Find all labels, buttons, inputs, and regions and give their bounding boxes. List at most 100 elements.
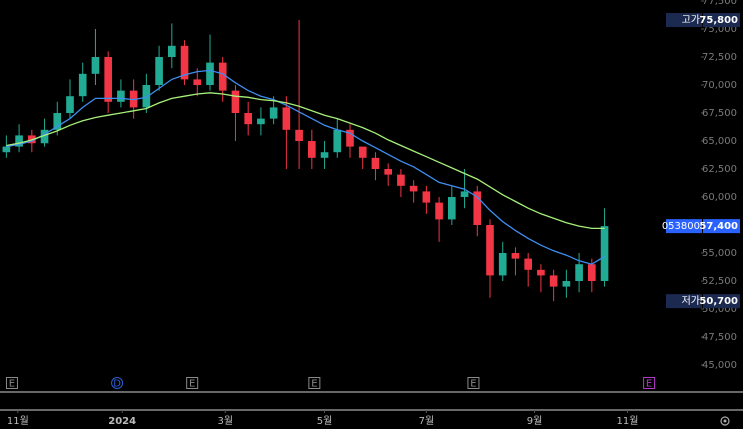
candle-body — [600, 226, 609, 282]
y-tick-label: 50,000 — [702, 304, 737, 315]
y-tick-label: 77,500 — [702, 0, 737, 7]
candle-body — [448, 197, 456, 220]
marker: 😀 — [485, 313, 495, 324]
candle-body — [371, 157, 380, 170]
event-label: E — [189, 379, 195, 390]
event-label: D — [113, 379, 121, 390]
candle-body — [397, 174, 405, 186]
y-tick-label: 65,000 — [702, 136, 737, 147]
y-tick-label: 60,000 — [702, 192, 737, 203]
settings-ring — [720, 416, 730, 426]
price-label-value: 75,800 — [699, 15, 738, 26]
candle-body — [308, 141, 316, 158]
event-box — [111, 377, 124, 389]
candle-body — [384, 169, 392, 175]
y-tick-label: 70,000 — [702, 80, 737, 91]
candle-body — [91, 57, 100, 74]
price-label-value-box — [703, 294, 740, 309]
candle-body — [422, 191, 431, 203]
candle-body — [40, 129, 49, 144]
event-box — [467, 377, 480, 389]
candle-body — [180, 45, 189, 80]
x-tick-label: 11월 — [7, 415, 29, 427]
x-tick-label: 5월 — [317, 415, 333, 427]
y-tick-label: 47,500 — [702, 332, 737, 343]
candle-body — [562, 281, 571, 287]
candle-body — [244, 113, 252, 125]
candle-body — [218, 62, 227, 91]
candle-body — [498, 253, 507, 276]
moving-average-line — [6, 69, 605, 265]
candle-body — [282, 107, 291, 130]
candle-body — [15, 135, 23, 147]
candle-body — [486, 225, 494, 276]
y-tick-label: 72,500 — [702, 52, 737, 63]
event-label: E — [646, 379, 652, 390]
price-label: 고가 75,800 — [666, 13, 740, 28]
candle-body — [142, 85, 151, 108]
x-tick-label: 9월 — [527, 415, 543, 427]
y-tick-label: 55,000 — [702, 248, 737, 259]
price-label-value: 50,700 — [699, 296, 738, 307]
candle-body — [460, 191, 469, 198]
price-label-name: 고가 — [682, 14, 700, 26]
x-tick-label: 11월 — [616, 415, 638, 427]
candle-body — [524, 258, 532, 270]
candle-body — [104, 57, 112, 102]
event-label: E — [311, 379, 317, 390]
candle-body — [78, 73, 87, 97]
price-label-name-box — [666, 13, 702, 28]
candle-body — [409, 185, 418, 192]
y-tick-label: 45,000 — [702, 360, 737, 371]
candle-body — [549, 275, 558, 287]
price-label: 053800 57,400 — [662, 219, 740, 234]
candle-body — [231, 90, 240, 114]
marker: 😀 — [548, 316, 558, 327]
x-tick-label: 2024 — [108, 416, 136, 427]
price-label-value-box — [703, 219, 740, 234]
event-box — [643, 377, 656, 389]
candle-body — [53, 113, 62, 130]
candle-body — [511, 253, 520, 259]
x-tick-label: 3월 — [217, 415, 233, 427]
event-box — [308, 377, 321, 389]
candle-body — [346, 129, 354, 147]
y-tick-label: 67,500 — [702, 108, 737, 119]
price-label-value: 57,400 — [699, 221, 738, 232]
price-label-name-box — [666, 219, 702, 234]
moving-average-line — [6, 92, 605, 230]
candle-body — [168, 45, 176, 58]
candle-body — [537, 269, 545, 276]
candle-body — [575, 264, 583, 282]
y-tick-label: 75,000 — [702, 24, 737, 35]
marker: 😀 — [599, 302, 609, 313]
candle-body — [155, 57, 163, 86]
settings-dot — [723, 419, 727, 423]
event-label: E — [470, 379, 476, 390]
candle-body — [295, 129, 303, 142]
candle-body — [193, 79, 202, 86]
y-tick-label: 62,500 — [702, 164, 737, 175]
event-box — [186, 377, 199, 389]
candle-body — [257, 118, 265, 125]
candle-body — [2, 146, 11, 153]
candle-body — [117, 90, 125, 102]
candle-body — [473, 191, 482, 226]
event-box — [5, 377, 18, 389]
settings-icon[interactable] — [720, 416, 730, 426]
candle-body — [66, 96, 74, 114]
price-label-value-box — [703, 13, 740, 28]
candle-body — [320, 152, 329, 158]
candle-body — [269, 107, 278, 119]
price-label-name: 저가 — [682, 295, 700, 307]
price-label-name-box — [666, 294, 702, 309]
candle-body — [588, 264, 596, 282]
price-label: 저가 50,700 — [666, 294, 740, 309]
candle-body — [358, 146, 367, 158]
x-tick-label: 7월 — [419, 415, 435, 427]
y-tick-label: 52,500 — [702, 276, 737, 287]
candle-body — [435, 202, 443, 220]
event-label: E — [9, 379, 15, 390]
price-label-name: 053800 — [662, 221, 700, 232]
